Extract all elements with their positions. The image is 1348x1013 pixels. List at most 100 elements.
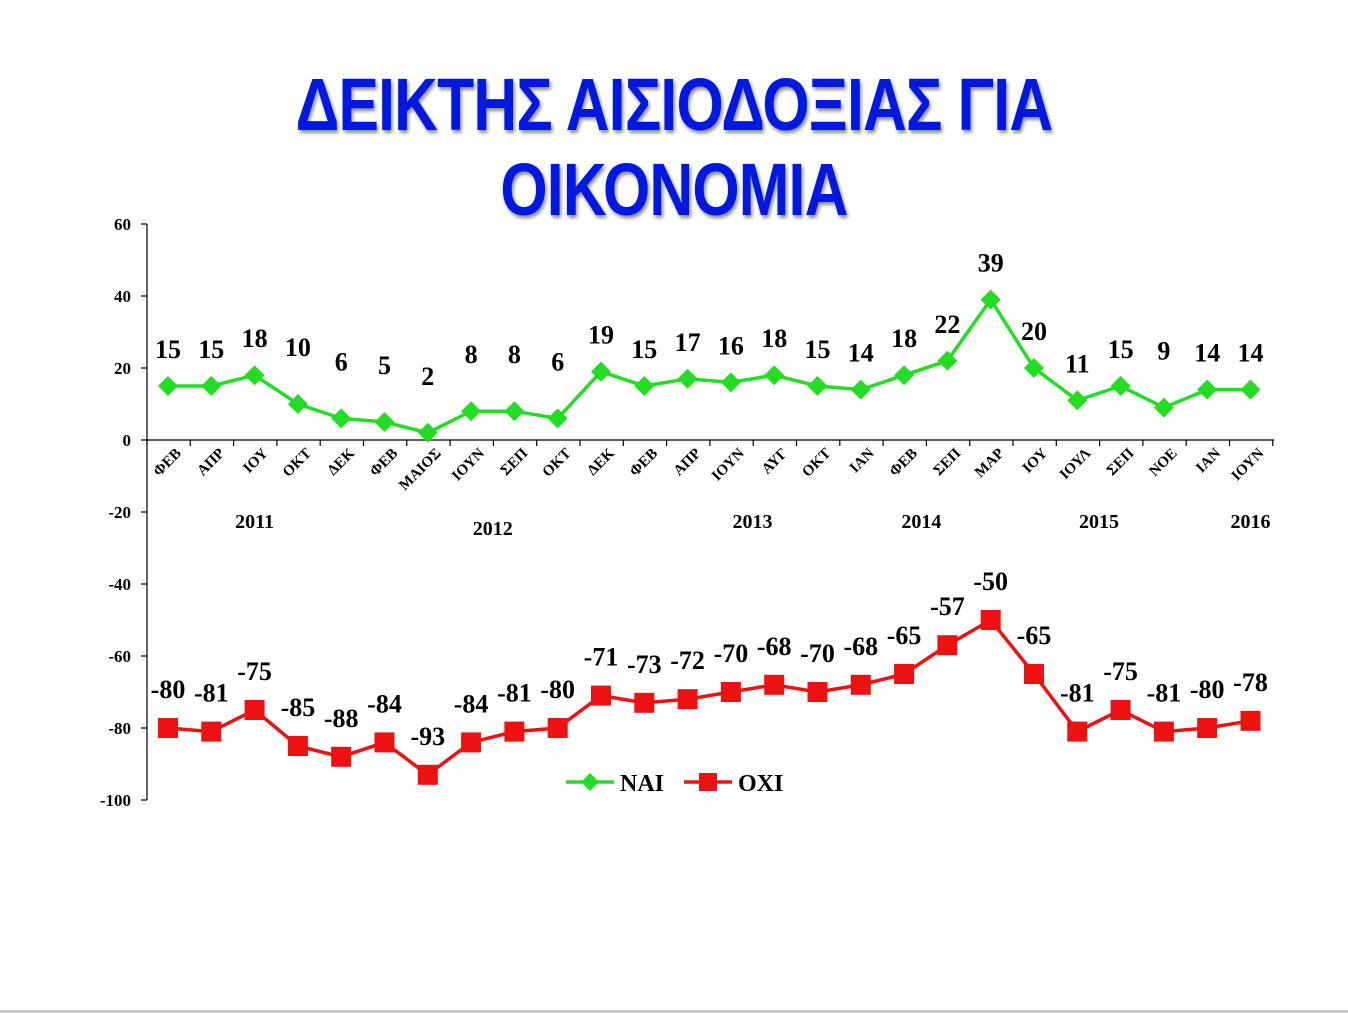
x-tick-label: ΟΚΤ bbox=[799, 446, 834, 481]
data-label: -70 bbox=[714, 639, 749, 668]
data-point bbox=[547, 718, 568, 738]
x-tick-label: ΦΕΒ bbox=[887, 446, 921, 480]
data-label: -75 bbox=[237, 657, 272, 686]
data-point bbox=[807, 682, 828, 702]
data-point bbox=[461, 732, 482, 753]
year-label: 2016 bbox=[1231, 511, 1271, 533]
x-tick-label: ΙΟΥΝ bbox=[449, 445, 488, 484]
data-point bbox=[850, 379, 871, 400]
data-point bbox=[937, 635, 958, 656]
data-point bbox=[287, 736, 308, 756]
data-point bbox=[331, 408, 352, 429]
data-point bbox=[201, 376, 222, 396]
data-label: 6 bbox=[551, 347, 564, 376]
data-point bbox=[201, 721, 222, 742]
y-tick-label: -80 bbox=[108, 719, 131, 738]
data-label: -68 bbox=[843, 632, 878, 661]
data-label: -81 bbox=[1147, 679, 1182, 708]
data-point bbox=[417, 764, 438, 785]
data-point bbox=[980, 289, 1001, 310]
data-point bbox=[764, 674, 785, 695]
x-tick-label: ΜΑΡ bbox=[972, 446, 1007, 481]
data-label: 17 bbox=[675, 328, 701, 357]
x-tick-label: ΣΕΠ bbox=[1104, 445, 1138, 479]
data-point bbox=[1024, 358, 1044, 378]
data-label: 18 bbox=[891, 324, 917, 353]
data-point bbox=[1153, 397, 1174, 418]
data-label: 5 bbox=[378, 351, 391, 380]
data-label: -80 bbox=[151, 675, 186, 704]
x-tick-label: ΣΕΠ bbox=[498, 445, 532, 479]
data-point bbox=[1067, 721, 1088, 742]
y-tick-label: -60 bbox=[108, 647, 131, 666]
legend-marker bbox=[581, 773, 599, 791]
data-label: 15 bbox=[631, 335, 657, 364]
year-label: 2011 bbox=[235, 511, 274, 533]
y-tick-label: -100 bbox=[100, 791, 131, 810]
data-label: -78 bbox=[1233, 668, 1268, 697]
data-point bbox=[677, 368, 698, 389]
data-point bbox=[1240, 379, 1261, 400]
data-label: 18 bbox=[242, 324, 268, 353]
y-tick-label: 40 bbox=[114, 287, 131, 306]
data-point bbox=[1067, 390, 1088, 411]
data-point bbox=[1197, 718, 1218, 738]
data-label: -81 bbox=[497, 679, 532, 708]
data-point bbox=[1153, 721, 1174, 742]
x-tick-label: ΣΕΠ bbox=[931, 445, 965, 479]
data-label: -65 bbox=[1017, 621, 1052, 650]
data-label: -84 bbox=[367, 689, 402, 718]
x-tick-label: ΦΕΒ bbox=[151, 446, 185, 480]
data-point bbox=[591, 361, 611, 382]
data-label: -84 bbox=[454, 689, 489, 718]
data-label: -70 bbox=[800, 639, 835, 668]
x-tick-label: ΑΠΡ bbox=[671, 446, 705, 480]
data-point bbox=[374, 732, 395, 753]
x-tick-label: ΙΑΝ bbox=[847, 445, 878, 476]
x-tick-label: ΙΟΥ bbox=[240, 445, 271, 476]
data-label: -75 bbox=[1103, 657, 1138, 686]
x-tick-label: ΟΚΤ bbox=[540, 446, 575, 481]
data-point bbox=[720, 372, 741, 393]
data-label: 20 bbox=[1021, 317, 1047, 346]
data-point bbox=[461, 401, 482, 422]
data-point bbox=[504, 401, 525, 422]
data-label: 2 bbox=[421, 362, 434, 391]
data-point bbox=[1197, 379, 1218, 400]
data-label: -80 bbox=[1190, 675, 1225, 704]
data-label: -88 bbox=[324, 704, 359, 733]
data-point bbox=[417, 422, 438, 443]
x-tick-label: ΙΟΥΛ bbox=[1057, 445, 1094, 482]
x-tick-label: ΝΟΕ bbox=[1146, 446, 1180, 480]
data-label: 18 bbox=[761, 324, 787, 353]
data-point bbox=[374, 412, 395, 432]
data-point bbox=[937, 350, 958, 371]
data-point bbox=[634, 692, 655, 713]
x-tick-label: ΙΑΝ bbox=[1193, 445, 1224, 476]
year-label: 2014 bbox=[901, 511, 941, 533]
data-label: -81 bbox=[194, 679, 229, 708]
data-point bbox=[850, 674, 871, 695]
data-label: 8 bbox=[508, 340, 521, 369]
data-label: 9 bbox=[1157, 337, 1170, 366]
data-point bbox=[1110, 700, 1131, 720]
x-tick-label: ΦΕΒ bbox=[627, 446, 661, 480]
data-label: 15 bbox=[198, 335, 224, 364]
data-point bbox=[1024, 664, 1044, 684]
data-point bbox=[677, 689, 698, 710]
x-tick-label: ΔΕΚ bbox=[585, 445, 619, 479]
data-point bbox=[244, 700, 265, 720]
data-point bbox=[894, 365, 915, 386]
data-label: -81 bbox=[1060, 679, 1095, 708]
data-point bbox=[807, 376, 828, 396]
data-label: 15 bbox=[155, 335, 181, 364]
data-point bbox=[591, 685, 611, 706]
data-label: -72 bbox=[670, 646, 705, 675]
data-label: -73 bbox=[627, 650, 662, 679]
data-label: 8 bbox=[465, 340, 478, 369]
data-label: 14 bbox=[848, 339, 874, 368]
y-tick-label: -20 bbox=[108, 503, 131, 522]
x-tick-label: ΦΕΒ bbox=[367, 446, 401, 480]
data-point bbox=[547, 408, 568, 429]
data-point bbox=[1240, 710, 1261, 731]
